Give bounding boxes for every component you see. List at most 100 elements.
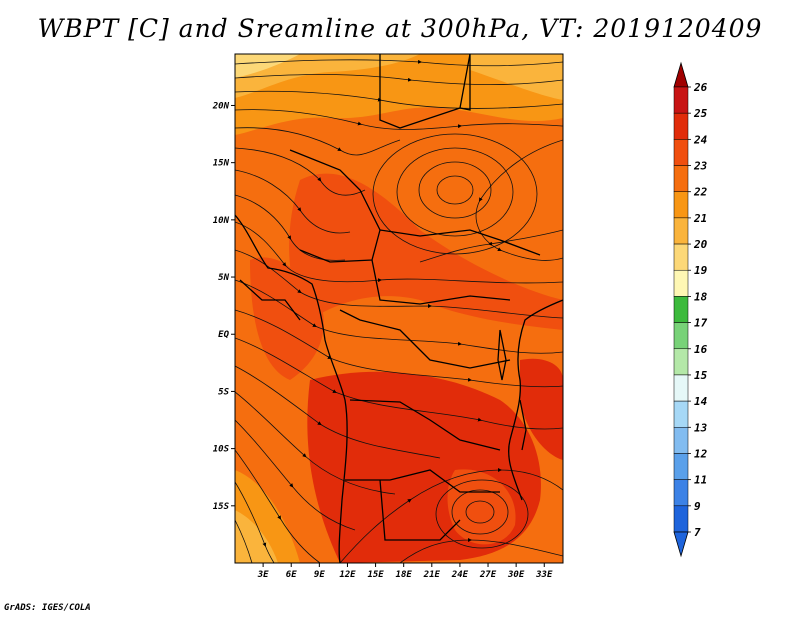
x-tick-label: 21E bbox=[423, 570, 441, 580]
colorbar-swatch bbox=[673, 427, 689, 454]
colorbar-swatch bbox=[673, 479, 689, 507]
colorbar-label: 19 bbox=[694, 264, 708, 277]
colorbar-label: 7 bbox=[694, 526, 701, 539]
border bbox=[379, 54, 471, 129]
y-tick-label: 15S bbox=[213, 502, 230, 512]
border bbox=[459, 54, 471, 111]
y-tick-label: 5S bbox=[218, 387, 229, 397]
x-tick-label: 24E bbox=[451, 570, 469, 580]
x-tick-label: 12E bbox=[339, 570, 356, 580]
colorbar-label: 18 bbox=[694, 290, 708, 303]
colorbar-label: 23 bbox=[693, 160, 708, 173]
border bbox=[345, 469, 500, 493]
streamline bbox=[235, 337, 563, 430]
streamline bbox=[235, 221, 563, 284]
y-tick-label: 15N bbox=[213, 159, 230, 169]
colorbar-label: 25 bbox=[693, 107, 708, 120]
colorbar-swatch bbox=[673, 348, 689, 376]
lake bbox=[497, 329, 507, 381]
streamline bbox=[235, 391, 396, 495]
y-tick-label: 10S bbox=[213, 445, 230, 455]
colorbar-label: 13 bbox=[694, 421, 708, 434]
colorbar-swatch bbox=[673, 112, 689, 140]
colorbar-label: 16 bbox=[694, 343, 708, 356]
wbpt-field-southeast bbox=[520, 358, 563, 460]
coastline-west bbox=[235, 214, 348, 563]
x-tick-label: 33E bbox=[535, 570, 553, 580]
border bbox=[379, 479, 461, 541]
streamline bbox=[235, 365, 441, 459]
y-tick-label: 5N bbox=[218, 273, 229, 283]
colorbar-label: 17 bbox=[694, 317, 708, 330]
y-tick-label: 10N bbox=[213, 216, 230, 226]
streamline bbox=[235, 74, 563, 85]
streamline bbox=[235, 519, 253, 563]
x-tick-label: 15E bbox=[367, 570, 384, 580]
colorbar-max-arrow bbox=[673, 61, 689, 88]
streamline bbox=[339, 468, 563, 563]
colorbar-swatch bbox=[673, 505, 689, 533]
x-tick-label: 18E bbox=[396, 570, 413, 580]
colorbar-swatch bbox=[673, 374, 689, 402]
border bbox=[379, 229, 541, 256]
streamline bbox=[235, 249, 563, 319]
colorbar-min-arrow bbox=[673, 531, 689, 558]
colorbar-swatch bbox=[673, 243, 689, 271]
coastline-east bbox=[508, 299, 563, 501]
border bbox=[349, 399, 501, 451]
colorbar-label: 12 bbox=[694, 447, 708, 460]
colorbar-label: 15 bbox=[694, 369, 708, 382]
border bbox=[371, 259, 511, 305]
colorbar-label: 9 bbox=[694, 500, 701, 513]
colorbar-label: 20 bbox=[693, 238, 708, 251]
streamline-vortex-north bbox=[396, 147, 514, 237]
border bbox=[239, 279, 301, 321]
streamline-vortex-north bbox=[418, 161, 492, 219]
streamline bbox=[235, 147, 366, 196]
streamline bbox=[419, 229, 563, 263]
colorbar-swatch bbox=[673, 269, 689, 297]
x-tick-label: 30E bbox=[507, 570, 525, 580]
map-plot-area bbox=[235, 54, 563, 563]
colorbar: 26 25 24 23 22 21 20 19 18 17 16 15 14 13 12 11 9 7 bbox=[673, 61, 708, 558]
colorbar-swatch bbox=[673, 400, 689, 428]
x-tick-label: 27E bbox=[479, 570, 497, 580]
wbpt-field-west-warm bbox=[250, 257, 324, 380]
streamline-vortex-north bbox=[436, 175, 474, 205]
x-tick-label: 9E bbox=[314, 570, 325, 580]
colorbar-swatch bbox=[673, 453, 689, 480]
plot-frame bbox=[234, 53, 564, 564]
streamline bbox=[235, 481, 275, 563]
colorbar-label: 21 bbox=[693, 212, 707, 225]
colorbar-swatch bbox=[673, 139, 689, 166]
x-tick-label: 6E bbox=[286, 570, 297, 580]
wbpt-field-north-pale bbox=[235, 54, 300, 78]
y-tick-label: 20N bbox=[212, 101, 230, 111]
colorbar-swatch bbox=[673, 165, 689, 192]
colorbar-swatch bbox=[673, 86, 689, 114]
streamline bbox=[235, 279, 563, 354]
streamline bbox=[235, 59, 563, 67]
streamline bbox=[235, 169, 351, 234]
streamline bbox=[235, 109, 563, 130]
colorbar-label: 22 bbox=[693, 186, 708, 199]
chart-title: WBPT [C] and Sreamline at 300hPa, VT: 20… bbox=[37, 14, 763, 43]
colorbar-label: 26 bbox=[693, 81, 708, 94]
colorbar-swatch bbox=[673, 296, 689, 323]
country-borders bbox=[235, 54, 563, 563]
colorbar-swatch bbox=[673, 191, 689, 219]
streamline bbox=[235, 127, 401, 156]
streamlines bbox=[235, 59, 563, 563]
streamline bbox=[235, 419, 356, 531]
colorbar-swatch bbox=[673, 322, 689, 350]
lake bbox=[519, 399, 527, 451]
colorbar-label: 24 bbox=[693, 133, 708, 146]
streamline bbox=[235, 309, 563, 388]
y-tick-label: EQ bbox=[218, 330, 229, 340]
colorbar-label: 14 bbox=[694, 395, 708, 408]
border bbox=[339, 309, 511, 369]
streamline bbox=[235, 449, 321, 563]
colorbar-swatch bbox=[673, 217, 689, 245]
colorbar-label: 11 bbox=[694, 474, 707, 487]
